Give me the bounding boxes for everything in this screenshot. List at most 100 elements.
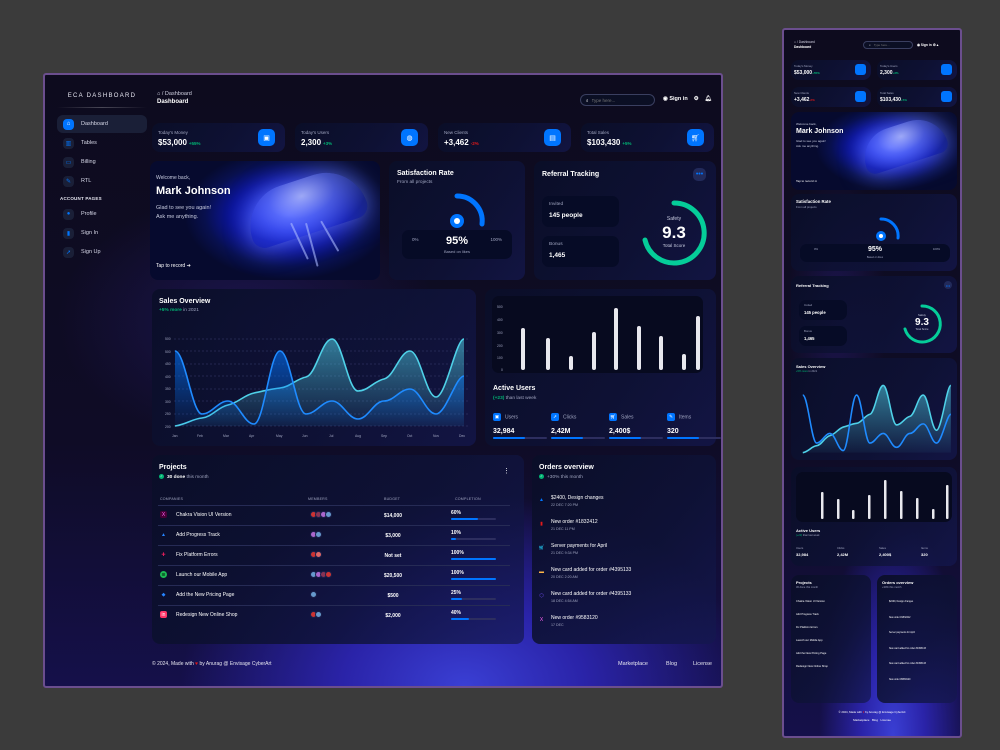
card-title: Sales Overview	[159, 298, 211, 305]
table-row[interactable]: in Redesign New Online Shop $2,000 40%	[158, 605, 510, 625]
bell-icon[interactable]: ▴	[936, 43, 939, 47]
table-row[interactable]: ◆ Add the New Pricing Page $500 25%	[158, 585, 510, 605]
cart-icon	[941, 91, 952, 102]
project-name: Chakra Vision UI Version	[176, 512, 232, 518]
signin-button[interactable]: ◉ Sign in	[663, 96, 688, 102]
card-title: Referral Tracking	[542, 171, 600, 178]
welcome-message: Glad to see you again! Ask me anything.	[156, 205, 212, 220]
svg-text:200: 200	[497, 344, 503, 348]
sidebar-item-billing[interactable]: ▭ Billing	[57, 153, 147, 171]
search-icon: ⌕	[869, 43, 871, 47]
card-title: Satisfaction Rate	[397, 170, 454, 177]
card-subtitle: ✓ +30% this month	[539, 474, 583, 480]
more-options-button[interactable]: •••	[944, 281, 952, 289]
svg-text:300: 300	[165, 400, 171, 404]
invited-box: Invited 145 people	[542, 196, 619, 227]
stat-value: 2,300 +3%	[301, 138, 333, 147]
satisfaction-value-box: 0% 100% 95% Based on likes	[800, 244, 950, 262]
sidebar-item-dashboard[interactable]: ⌂ Dashboard	[57, 115, 147, 133]
svg-text:250: 250	[165, 412, 171, 416]
mobile-dashboard-preview: ⌂ / Dashboard Dashboard ⌕ ◉ Sign in ⚙ ▴ …	[782, 28, 962, 738]
tap-to-record-button[interactable]: Tap to record ➔	[156, 263, 191, 269]
project-completion: 10%	[451, 530, 462, 536]
search-input-wrapper[interactable]: ⌕	[863, 41, 913, 49]
sidebar-item-sign-in[interactable]: ▮ Sign In	[57, 224, 147, 242]
project-name: Launch our Mobile App	[176, 572, 228, 578]
invited-value: 145 people	[549, 212, 583, 219]
project-budget: $500	[387, 593, 399, 599]
gauge-max: 100%	[490, 237, 502, 242]
tap-to-record-button[interactable]: Tap to record ➔	[796, 179, 817, 183]
card-subtitle: From all projects	[397, 180, 433, 185]
table-row[interactable]: X Chakra Vision UI Version $14,000 60%	[158, 505, 510, 525]
breadcrumb-current[interactable]: Dashboard	[164, 91, 192, 97]
footer-credit: © 2024, Made with ♥ by Anurag @ Envisage…	[152, 661, 272, 667]
page-title: Dashboard	[157, 99, 189, 105]
svg-text:Apr: Apr	[249, 434, 255, 438]
footer-link-license[interactable]: License	[880, 718, 891, 722]
completion-bar	[451, 618, 496, 620]
footer-link-license[interactable]: License	[693, 661, 712, 667]
search-input-wrapper[interactable]: ⌕	[580, 94, 655, 106]
more-options-button[interactable]: •••	[693, 168, 706, 181]
stat-label: Total Sales	[587, 130, 610, 135]
completion-bar	[451, 598, 496, 600]
sidebar-item-label: RTL	[81, 178, 92, 184]
footer-link-marketplace[interactable]: Marketplace	[853, 718, 870, 722]
order-title: $2400, Design changes	[551, 495, 604, 501]
sales-overview-card: Sales Overview +5% more in 2021 500 500 45…	[152, 289, 476, 446]
gear-icon[interactable]: ⚙	[932, 43, 936, 47]
completion-bar	[451, 518, 496, 520]
table-row[interactable]: ✚ Fix Platform Errors Not set 100%	[158, 545, 510, 565]
sidebar-item-profile[interactable]: ● Profile	[57, 205, 147, 223]
table-row[interactable]: ▲ Add Progress Track $3,000 10%	[158, 525, 510, 545]
project-budget: $14,000	[383, 513, 403, 519]
wallet-icon: ▣	[258, 129, 275, 146]
satisfaction-value: 95%	[445, 235, 469, 247]
search-input[interactable]	[591, 97, 654, 103]
satisfaction-rate-card: Satisfaction Rate From all projects 0% 1…	[389, 161, 525, 280]
metric-progress-bar	[493, 437, 547, 439]
vertical-dots-icon[interactable]: ⋮	[503, 468, 510, 475]
sidebar-item-sign-up[interactable]: ➚ Sign Up	[57, 243, 147, 261]
score-label: Safety	[666, 216, 682, 222]
sidebar-item-rtl[interactable]: ✎ RTL	[57, 172, 147, 190]
table-row[interactable]: ≋ Launch our Mobile App $20,500 100%	[158, 565, 510, 585]
project-name: Fix Platform Errors	[176, 552, 218, 558]
stat-card-clients: New Clients +3,462-2%	[791, 87, 871, 107]
home-icon[interactable]: ⌂	[794, 40, 796, 44]
signin-label: Sign in	[669, 96, 688, 102]
gear-icon[interactable]: ⚙	[693, 96, 699, 102]
rocket-icon: ➚	[63, 246, 74, 258]
order-date: 21 DEC 9:34 PM	[551, 551, 578, 555]
footer-link-blog[interactable]: Blog	[871, 718, 878, 722]
welcome-card: Welcome back, Mark Johnson Glad to see y…	[791, 112, 957, 190]
footer-link-marketplace[interactable]: Marketplace	[618, 661, 648, 667]
home-icon[interactable]: ⌂	[157, 91, 161, 97]
column-header-members: MEMBERS	[308, 497, 328, 501]
footer-link-blog[interactable]: Blog	[666, 661, 678, 667]
user-name: Mark Johnson	[796, 128, 844, 135]
stat-label: Today's Users	[301, 130, 330, 135]
svg-text:450: 450	[165, 362, 171, 366]
check-icon: ✓	[539, 474, 544, 479]
search-input[interactable]	[873, 43, 912, 47]
brand-divider	[57, 107, 147, 108]
metric-progress-bar	[609, 437, 663, 439]
bonus-label: Bonus	[549, 242, 563, 247]
page-title: Dashboard	[794, 45, 812, 49]
project-budget: $20,500	[383, 573, 403, 579]
project-name: Redesign New Online Shop	[176, 612, 238, 618]
column-header-budget: BUDGET	[384, 497, 401, 501]
project-name: Add the New Pricing Page	[176, 592, 235, 598]
bell-icon[interactable]: 🔔︎	[704, 96, 712, 102]
svg-text:350: 350	[165, 387, 171, 391]
stat-card-sales: Total Sales $103,430 +5% 🛒︎	[581, 123, 714, 152]
svg-text:100: 100	[497, 356, 503, 360]
wallet-icon	[855, 64, 866, 75]
svg-text:Oct: Oct	[407, 434, 412, 438]
project-completion: 25%	[451, 590, 462, 596]
orders-overview-card: Orders overview +30% this month $2400, D…	[877, 575, 957, 703]
signin-button[interactable]: ◉ Sign in	[917, 43, 932, 47]
sidebar-item-tables[interactable]: ▥ Tables	[57, 134, 147, 152]
